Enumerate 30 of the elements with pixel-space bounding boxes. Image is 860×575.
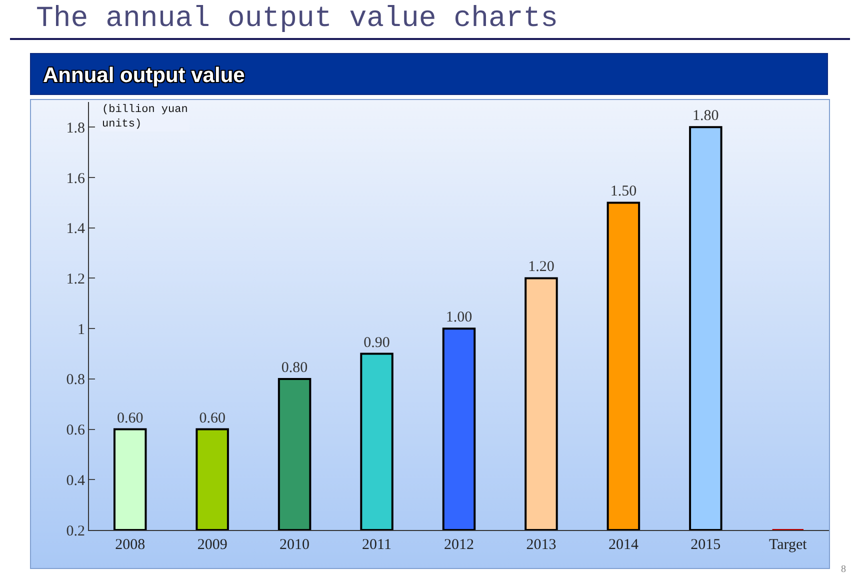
x-tick-label: 2013 [526, 537, 556, 553]
x-tick-label: 2008 [115, 537, 146, 553]
x-tick-label: 2010 [280, 537, 310, 553]
y-tick-label: 1.6 [66, 170, 86, 187]
y-tick-label: 0.8 [66, 372, 85, 388]
y-tick-label: 0.6 [66, 422, 86, 439]
data-label: 0.80 [281, 360, 308, 376]
chart-subtitle: Annual output value [30, 53, 828, 95]
x-tick-label: 2015 [690, 537, 721, 553]
y-tick-label: 1.8 [66, 120, 85, 136]
chart-title: The annual output value charts [36, 2, 558, 35]
y-tick-label: 0.2 [66, 523, 85, 540]
y-tick-label: 1 [78, 322, 85, 338]
data-label: 1.20 [528, 259, 554, 276]
x-tick-label: 2011 [362, 537, 392, 553]
data-label: 1.80 [692, 108, 719, 124]
data-label: 0.60 [199, 410, 226, 426]
data-label: 1.00 [446, 310, 472, 326]
x-tick-label: 2012 [444, 537, 474, 553]
x-tick-label: 2009 [197, 537, 228, 553]
text: 8 [841, 564, 846, 575]
x-tick-label: Target [768, 537, 808, 553]
y-tick-label: 1.2 [66, 271, 85, 288]
data-label: 0.60 [116, 410, 144, 426]
y-tick-label: 0.4 [66, 472, 86, 489]
y-axis-title: (billion yuan units) [102, 104, 188, 130]
y-tick-label: 1.4 [66, 221, 86, 238]
data-label: 0.90 [364, 334, 390, 351]
data-label: 1.50 [610, 184, 637, 200]
x-tick-label: 2014 [608, 537, 639, 553]
